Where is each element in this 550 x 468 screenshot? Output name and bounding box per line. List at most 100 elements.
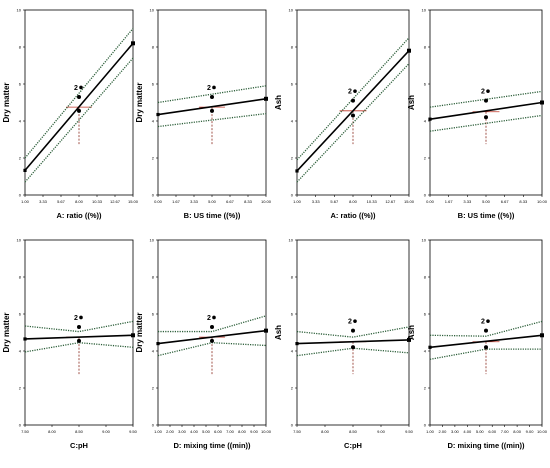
fit-end-marker [264, 96, 268, 101]
x-axis-label: A: ratio ((%)) [331, 211, 376, 220]
replicate-dot [486, 319, 490, 323]
x-axis-label: D: mixing time ((min)) [447, 441, 525, 450]
x-tick-label: 0.00 [154, 199, 163, 204]
x-tick-label: 6.67 [226, 199, 235, 204]
ci-upper-band [429, 90, 543, 108]
y-tick-label: 10 [17, 8, 22, 13]
design-point [77, 108, 81, 113]
y-tick-label: 10 [422, 8, 427, 13]
x-tick-label: 5.00 [208, 199, 217, 204]
y-tick-label: 8 [424, 275, 427, 280]
x-tick-label: 12.67 [110, 199, 121, 204]
y-tick-label: 4 [152, 349, 155, 354]
x-tick-label: 8.00 [48, 429, 57, 434]
x-tick-label: 9.00 [102, 429, 111, 434]
fit-start-marker [295, 169, 299, 173]
x-tick-label: 15.00 [404, 199, 415, 204]
y-axis-label: Ash [274, 95, 283, 110]
fit-start-marker [428, 117, 432, 121]
x-tick-label: 5.67 [57, 199, 66, 204]
panel-3: 0 2 4 6 8 10 1.00 3.33 5.67 8.00 10.33 12.67 15.00 As… [274, 8, 415, 221]
x-tick-label: 9.00 [526, 429, 535, 434]
y-tick-label: 4 [152, 119, 155, 124]
design-point [484, 345, 488, 350]
plot-frame [429, 239, 543, 426]
y-tick-label: 8 [424, 45, 427, 50]
y-tick-label: 10 [150, 8, 155, 13]
x-tick-label: 15.00 [128, 199, 139, 204]
x-tick-label: 12.67 [385, 199, 396, 204]
fit-end-marker [131, 333, 135, 338]
x-tick-label: 8.00 [321, 429, 330, 434]
y-tick-label: 2 [424, 386, 427, 391]
x-tick-label: 1.00 [293, 199, 302, 204]
x-tick-label: 6.67 [501, 199, 510, 204]
y-axis-label: Dry matter [2, 312, 11, 352]
fit-end-marker [407, 337, 411, 342]
fit-line [157, 98, 267, 116]
replicate-count-label: 2 [481, 319, 485, 326]
x-axis-label: B: US time ((%)) [184, 211, 241, 220]
x-tick-label: 2.00 [439, 429, 448, 434]
ci-upper-band [157, 85, 267, 104]
replicate-dot [486, 89, 490, 93]
replicate-count-label: 2 [348, 319, 352, 326]
y-tick-label: 4 [424, 349, 427, 354]
design-point [351, 98, 355, 103]
x-tick-label: 10.00 [261, 429, 272, 434]
x-tick-label: 6.00 [488, 429, 497, 434]
fit-end-marker [407, 48, 411, 53]
x-tick-label: 0.00 [426, 199, 435, 204]
fit-end-marker [540, 100, 544, 105]
x-axis-label: B: US time ((%)) [458, 211, 515, 220]
fit-line [429, 101, 543, 120]
replicate-count-label: 2 [74, 85, 78, 92]
x-tick-label: 10.00 [537, 199, 548, 204]
fit-line [296, 339, 410, 345]
y-tick-label: 6 [424, 312, 427, 317]
y-tick-label: 0 [19, 193, 22, 198]
ci-lower-band [429, 348, 542, 360]
y-tick-label: 2 [152, 156, 155, 161]
ci-upper-band [158, 315, 267, 333]
x-tick-label: 3.33 [190, 199, 199, 204]
x-tick-label: 8.00 [238, 429, 247, 434]
x-tick-label: 8.00 [75, 199, 84, 204]
fit-end-marker [540, 333, 544, 338]
fit-end-marker [264, 328, 268, 333]
design-point [210, 108, 214, 113]
x-tick-label: 1.00 [21, 199, 30, 204]
x-tick-label: 7.00 [226, 429, 235, 434]
panel-7: 0 2 4 6 8 10 7.50 8.00 8.50 9.00 9.50 Ash C:pH 2 [274, 238, 414, 451]
y-tick-label: 8 [152, 275, 155, 280]
design-point [210, 94, 214, 99]
fit-start-marker [428, 345, 432, 349]
x-axis-label: A: ratio ((%)) [57, 211, 102, 220]
x-tick-label: 9.00 [377, 429, 386, 434]
x-tick-label: 1.67 [172, 199, 181, 204]
y-tick-label: 0 [19, 423, 22, 428]
x-tick-label: 1.67 [445, 199, 454, 204]
fit-line [429, 334, 543, 349]
y-tick-label: 10 [289, 8, 294, 13]
x-tick-label: 3.00 [451, 429, 460, 434]
y-tick-label: 4 [19, 119, 22, 124]
y-tick-label: 8 [19, 275, 22, 280]
plot-frame [24, 9, 134, 196]
y-tick-label: 0 [424, 193, 427, 198]
x-tick-label: 10.00 [261, 199, 272, 204]
design-point [77, 324, 81, 329]
plot-frame [157, 9, 267, 196]
x-tick-label: 8.33 [244, 199, 253, 204]
fit-line [296, 50, 410, 172]
y-tick-label: 0 [152, 423, 155, 428]
replicate-dot [79, 85, 83, 90]
design-point [77, 94, 81, 99]
y-tick-label: 0 [291, 193, 294, 198]
y-axis-label: Dry matter [135, 312, 144, 352]
y-tick-label: 10 [289, 238, 294, 243]
y-tick-label: 8 [19, 45, 22, 50]
y-tick-label: 4 [291, 349, 294, 354]
x-tick-label: 5.00 [202, 429, 211, 434]
